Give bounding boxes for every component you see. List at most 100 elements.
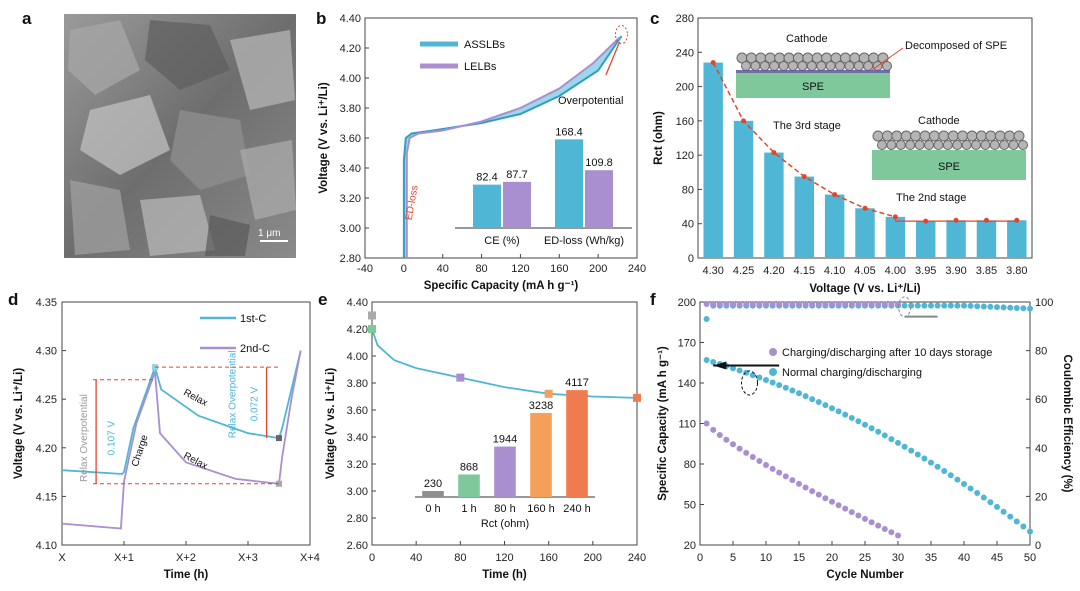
plot-e-inset-data-label: 868 bbox=[460, 461, 478, 473]
plot-f-capacity-point-stored bbox=[835, 502, 842, 509]
plot-d-series-1st-c bbox=[61, 350, 302, 475]
plot-f-xtick-label: 50 bbox=[1024, 552, 1036, 564]
plot-c-cathode-particle bbox=[999, 140, 1010, 150]
plot-e-ytick-label: 3.00 bbox=[347, 486, 368, 498]
plot-d-ytick-label: 4.20 bbox=[36, 443, 57, 455]
plot-f-capacity-point-normal bbox=[763, 376, 769, 383]
plot-d-ytick-label: 4.25 bbox=[36, 394, 57, 406]
plot-e-inset-category: 1 h bbox=[461, 503, 476, 515]
plot-f-ce-point-stored bbox=[776, 300, 783, 307]
plot-f-ce-point-stored bbox=[835, 300, 842, 307]
plot-f-xtick-label: 20 bbox=[826, 552, 838, 564]
plot-e-ytick-label: 3.40 bbox=[347, 432, 368, 444]
plot-f-capacity-point-normal bbox=[901, 443, 908, 450]
plot-c-bar bbox=[916, 221, 936, 258]
plot-e-marker bbox=[544, 389, 553, 398]
plot-f-ce-point-normal bbox=[1027, 305, 1033, 312]
plot-f-capacity-point-stored bbox=[829, 498, 835, 505]
plot-c-xlabel: Voltage (V vs. Li⁺/Li) bbox=[809, 283, 920, 295]
plot-f-capacity-point-normal bbox=[756, 374, 763, 381]
panel-label-b: b bbox=[316, 9, 326, 28]
plot-c-cathode-particle bbox=[895, 140, 906, 150]
plot-f-y2tick-label: 0 bbox=[1035, 540, 1041, 552]
plot-f-capacity-point-stored bbox=[782, 473, 789, 480]
plot-f-capacity-point-normal bbox=[994, 503, 1000, 510]
plot-f-capacity-point-normal bbox=[829, 405, 835, 412]
plot-b-ytick-label: 3.80 bbox=[340, 103, 361, 115]
plot-b-xtick-label: -40 bbox=[357, 263, 373, 275]
plot-f-xtick-label: 35 bbox=[925, 552, 937, 564]
plot-d-xtick-label: X+3 bbox=[238, 552, 258, 564]
plot-b-ytick-label: 3.20 bbox=[340, 193, 361, 205]
plot-e-inset-bar bbox=[458, 474, 480, 497]
plot-e-marker bbox=[368, 311, 376, 320]
plot-f-xtick-label: 30 bbox=[892, 552, 904, 564]
plot-f-left-axis-arrowhead bbox=[713, 361, 727, 370]
plot-b-inset-data-label: 109.8 bbox=[585, 157, 613, 169]
plot-f-capacity-point-stored bbox=[723, 436, 730, 443]
plot-f-capacity-point-normal bbox=[769, 379, 776, 386]
plot-f-ce-point-normal bbox=[901, 302, 908, 309]
plot-f-ce-point-normal bbox=[921, 302, 928, 309]
plot-b-legend-asslbs: ASSLBs bbox=[464, 39, 505, 51]
plot-b-ytick-label: 4.00 bbox=[340, 73, 361, 85]
plot-d-xtick-label: X+1 bbox=[114, 552, 134, 564]
plot-d-frame bbox=[61, 301, 311, 546]
panel-label-c: c bbox=[650, 9, 659, 28]
plot-f-capacity-point-normal bbox=[736, 367, 743, 374]
plot-f-y2tick-label: 60 bbox=[1035, 394, 1047, 406]
plot-f-capacity-point-normal bbox=[842, 411, 849, 418]
plot-c-bar bbox=[794, 176, 814, 258]
plot-d-ytick-label: 4.30 bbox=[36, 346, 57, 358]
plot-c-bar bbox=[764, 152, 784, 258]
plot-f-capacity-point-stored bbox=[815, 491, 822, 498]
scale-bar bbox=[260, 240, 288, 242]
plot-f-capacity-point-normal bbox=[1013, 518, 1020, 525]
plot-d-marker bbox=[276, 435, 282, 442]
plot-f-xlabel: Cycle Number bbox=[826, 569, 904, 581]
plot-c-cathode-particle bbox=[961, 140, 972, 150]
plot-b-ytick-label: 3.00 bbox=[340, 223, 361, 235]
plot-f-ce-point-stored bbox=[723, 300, 730, 307]
plot-f-ce-point-normal bbox=[928, 302, 934, 309]
plot-f-ce-point-stored bbox=[703, 300, 710, 307]
plot-d-ylabel: Voltage (V vs. Li⁺/Li) bbox=[13, 368, 25, 479]
plot-f-ytick-label: 110 bbox=[678, 419, 696, 431]
plot-c-cathode-particle bbox=[971, 140, 981, 150]
plot-f-capacity-point-normal bbox=[1000, 508, 1007, 515]
plot-f-ce-point-normal bbox=[1000, 304, 1007, 311]
plot-b-overpotential-marker bbox=[614, 25, 628, 44]
plot-e-inset-data-label: 230 bbox=[424, 478, 442, 490]
plot-f-ce-point-stored bbox=[796, 300, 802, 307]
plot-e-ytick-label: 4.00 bbox=[347, 351, 368, 363]
plot-f-capacity-point-normal bbox=[815, 399, 822, 406]
plot-d-annotation-0107v: 0.107 V bbox=[107, 421, 118, 456]
plot-c-bar bbox=[1007, 220, 1027, 258]
plot-c-point bbox=[832, 192, 838, 198]
plot-e-xtick-label: 40 bbox=[410, 552, 422, 564]
panel-label-a: a bbox=[22, 9, 32, 28]
plot-f-ce-point-stored bbox=[881, 300, 888, 307]
plot-c-xtick-label: 4.05 bbox=[854, 265, 875, 277]
plot-b-overpotential-arrow bbox=[605, 41, 621, 76]
plot-e-xtick-label: 120 bbox=[495, 552, 513, 564]
plot-e-xtick-label: 0 bbox=[369, 552, 375, 564]
plot-c-cathode-particle bbox=[919, 130, 931, 142]
plot-c-annotation-spe-2: SPE bbox=[938, 161, 960, 173]
plot-c-xtick-label: 4.15 bbox=[794, 265, 815, 277]
plot-f-ce-point-normal bbox=[987, 303, 994, 310]
plot-f-capacity-point-normal bbox=[703, 357, 710, 364]
plot-c-ytick-label: 80 bbox=[682, 184, 694, 196]
plot-d-xlabel: Time (h) bbox=[164, 569, 209, 581]
plot-c-xtick-label: 3.90 bbox=[945, 265, 966, 277]
plot-f-xtick-label: 45 bbox=[991, 552, 1003, 564]
plot-d-annotation-relax-overpotential-2: Relax Overpotential bbox=[228, 350, 239, 438]
plot-b-xlabel: Specific Capacity (mA h g⁻¹) bbox=[424, 280, 579, 292]
plot-e-ytick-label: 4.20 bbox=[347, 324, 368, 336]
plot-c-annotation-decomposed: Decomposed of SPE bbox=[905, 40, 1007, 52]
plot-f-capacity-point-normal bbox=[822, 402, 829, 409]
plot-b-inset-bar bbox=[585, 170, 613, 228]
plot-c-cathode-particle bbox=[980, 140, 991, 150]
plot-f-capacity-point-normal bbox=[782, 384, 789, 391]
